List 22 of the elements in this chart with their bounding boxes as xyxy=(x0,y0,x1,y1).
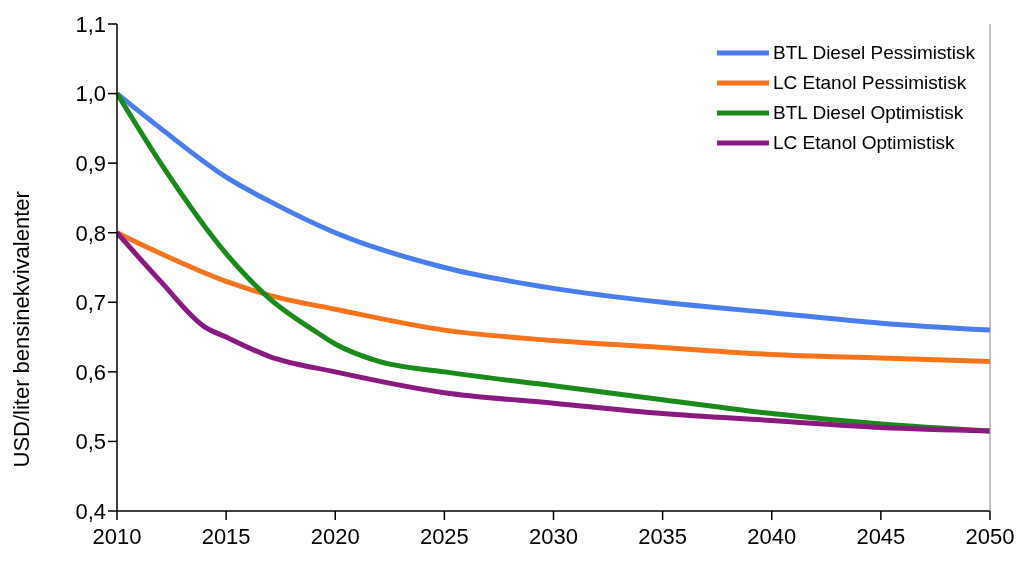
y-tick-label: 1,1 xyxy=(75,11,106,37)
x-tick-label: 2045 xyxy=(856,523,906,549)
y-tick-label: 0,9 xyxy=(75,150,106,176)
x-tick-label: 2035 xyxy=(638,523,688,549)
x-tick-label: 2040 xyxy=(747,523,797,549)
y-tick-label: 0,8 xyxy=(75,220,106,246)
x-tick-label: 2020 xyxy=(310,523,360,549)
x-tick-label: 2025 xyxy=(419,523,469,549)
y-tick-label: 0,5 xyxy=(75,429,106,455)
y-tick-label: 1,0 xyxy=(75,81,106,107)
legend-label: LC Etanol Pessimistisk xyxy=(772,71,967,95)
x-tick-label: 2030 xyxy=(529,523,578,549)
y-tick-label: 0,7 xyxy=(75,290,106,316)
x-tick-label: 2010 xyxy=(92,523,142,549)
legend-label: BTL Diesel Optimistisk xyxy=(772,101,964,125)
x-tick-label: 2050 xyxy=(965,523,1015,549)
y-axis-title: USD/liter bensinekvivalenter xyxy=(8,191,34,468)
legend-label: LC Etanol Optimistisk xyxy=(772,131,955,155)
legend-label: BTL Diesel Pessimistisk xyxy=(772,41,975,65)
y-tick-label: 0,6 xyxy=(75,359,106,385)
y-tick-label: 0,4 xyxy=(75,498,106,524)
x-tick-label: 2015 xyxy=(201,523,251,549)
